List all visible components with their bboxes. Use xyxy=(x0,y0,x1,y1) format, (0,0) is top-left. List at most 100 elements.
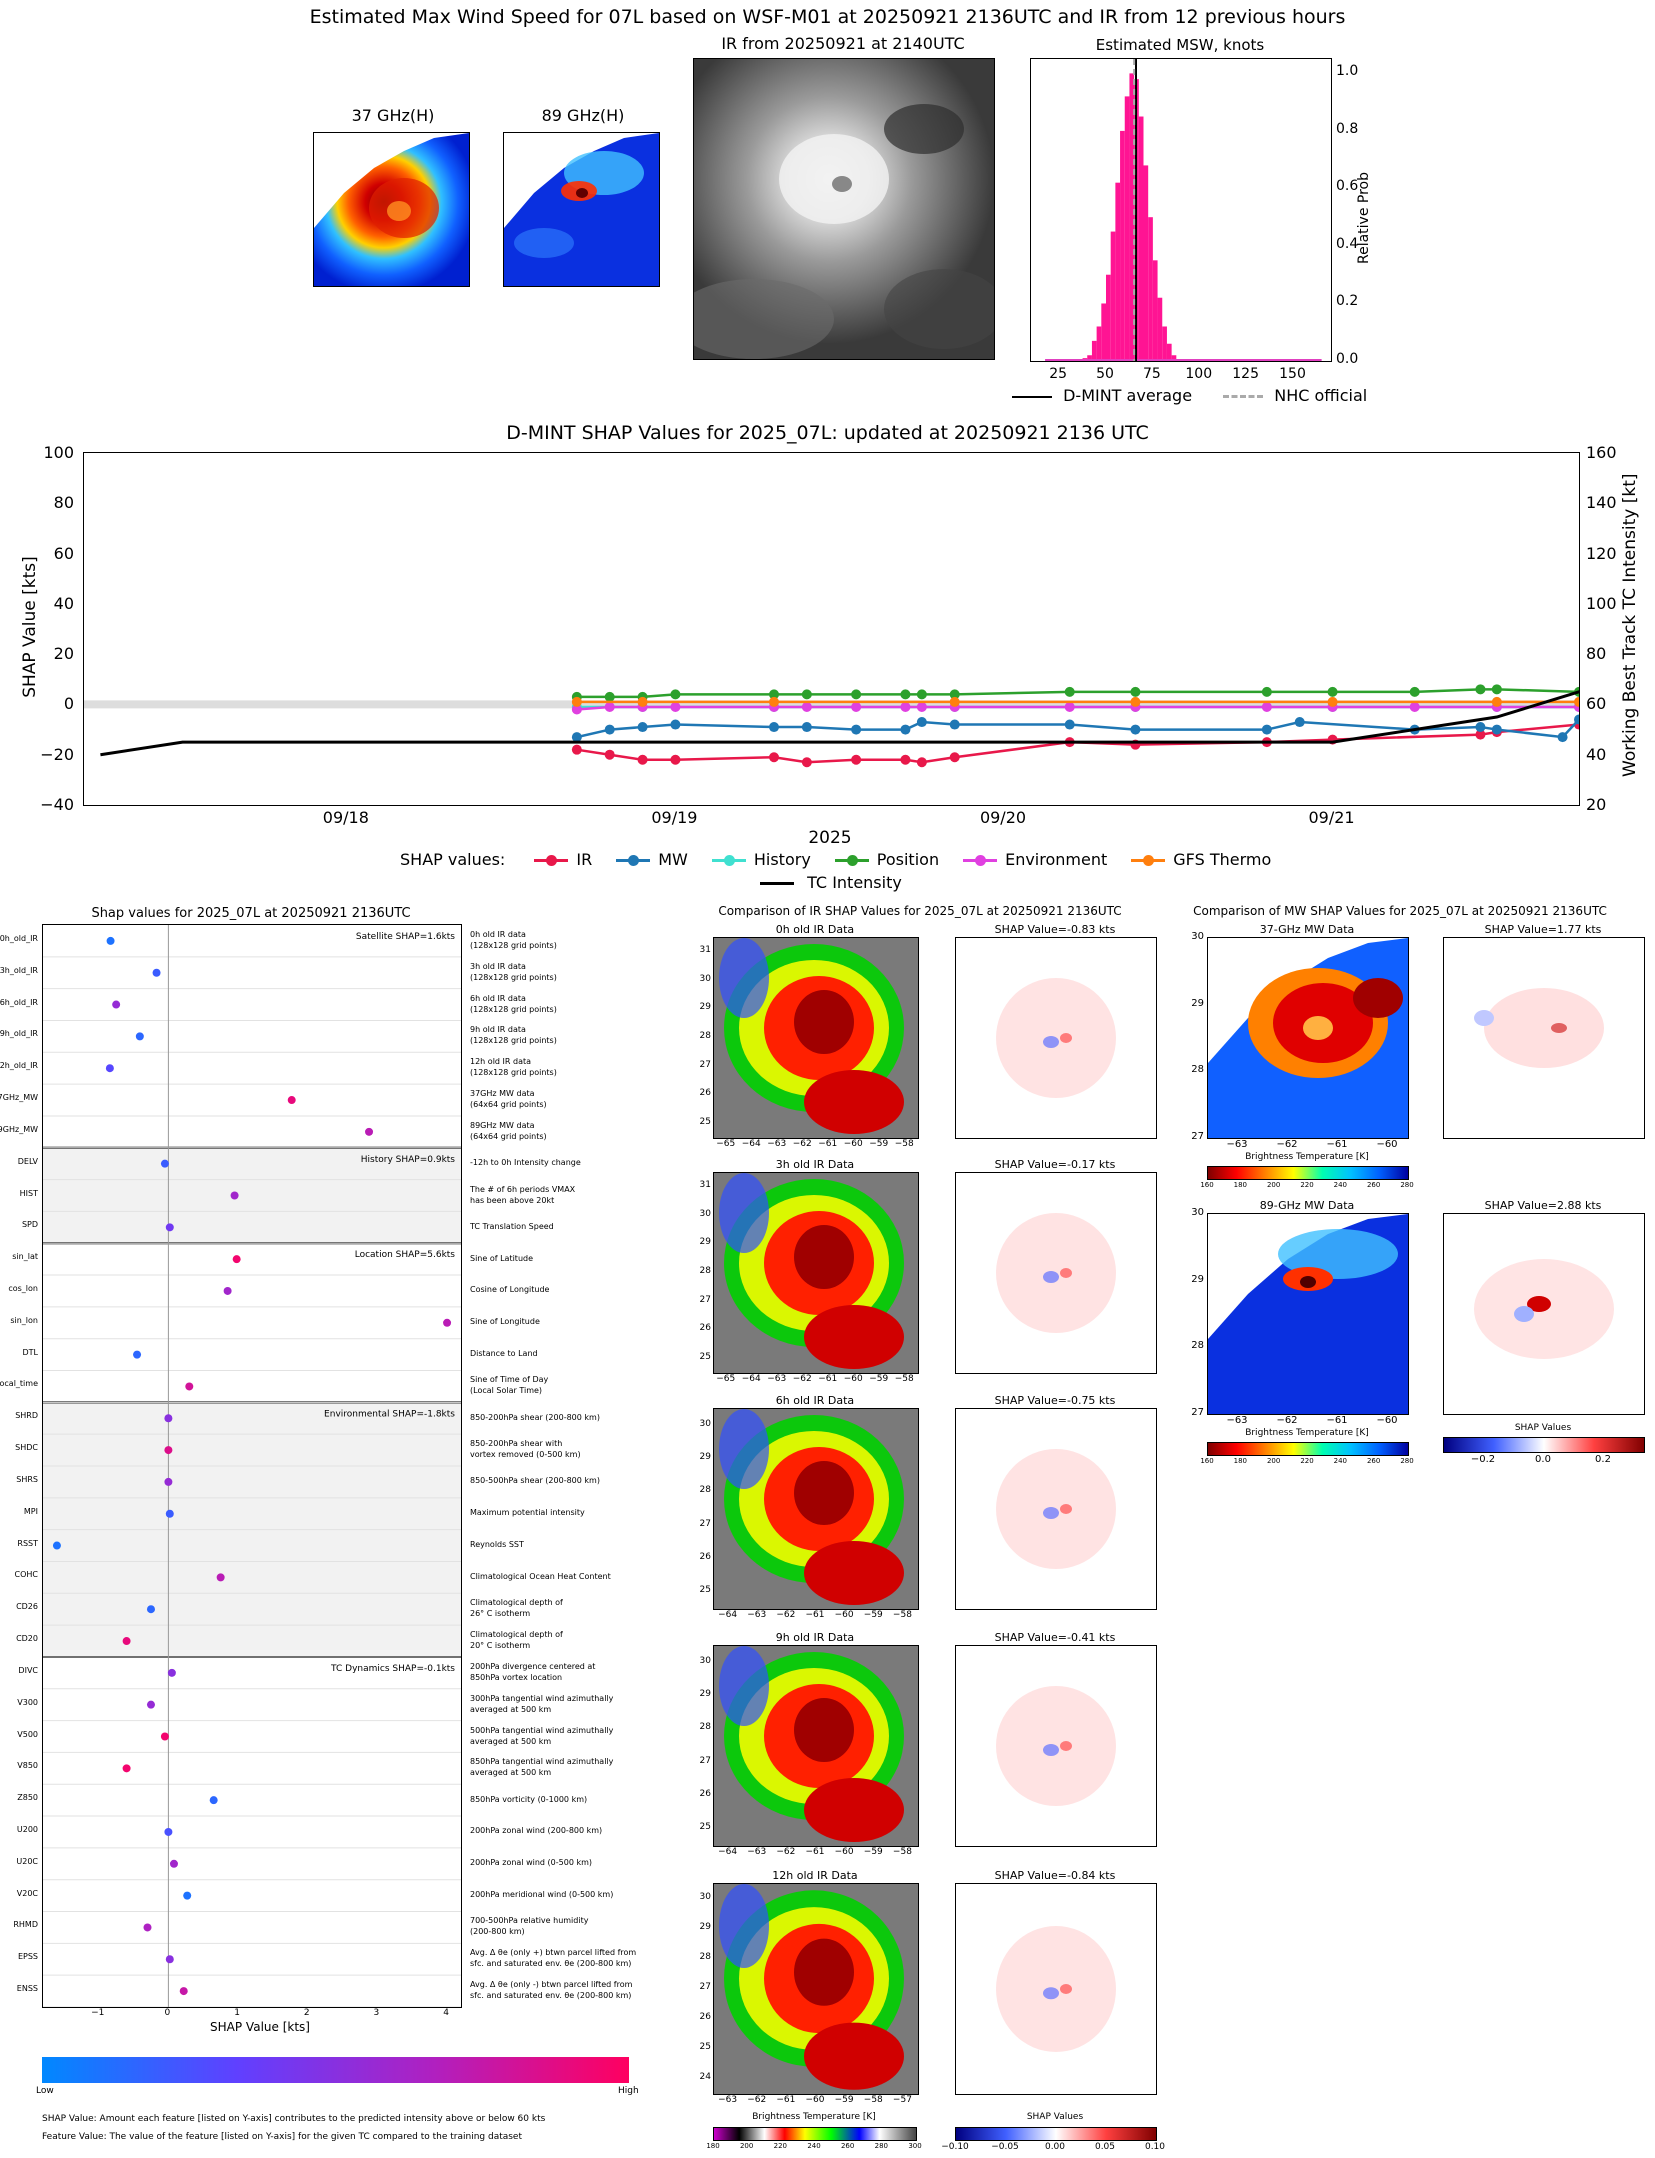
shap-point xyxy=(287,1096,296,1105)
mw-shap-label: SHAP Value=2.88 kts xyxy=(1484,1199,1602,1212)
ir-shap-colorbar xyxy=(955,2127,1157,2141)
mw-bt-colorbar-label: Brightness Temperature [K] xyxy=(1245,1428,1369,1438)
timeseries-title: D-MINT SHAP Values for 2025_07L: updated… xyxy=(506,422,1149,444)
ir-ytick-label: 31 xyxy=(699,1180,711,1191)
ts-legend-item: GFS Thermo xyxy=(1131,850,1271,869)
hist-ytick-label: 1.0 xyxy=(1336,63,1359,80)
series-point xyxy=(916,757,927,768)
ts-ytick-right: 160 140 120 100 80 60 40 20 xyxy=(1584,443,1632,814)
series-point xyxy=(1327,696,1338,707)
mw-bt-colorbar-label: Brightness Temperature [K] xyxy=(1245,1152,1369,1162)
shap-point xyxy=(160,1159,169,1168)
feature-label: SPD xyxy=(21,1220,38,1230)
ts-ytick-right-label: 160 xyxy=(1586,443,1617,462)
series-point xyxy=(900,754,911,765)
feature-label: HIST xyxy=(19,1188,38,1198)
feature-description: Distance to Land xyxy=(470,1349,538,1359)
shap-point xyxy=(106,936,115,945)
hist-ytick-label: 0.4 xyxy=(1336,235,1359,252)
shap-point xyxy=(183,1891,192,1900)
ir-shap-label: SHAP Value=-0.84 kts xyxy=(994,1869,1116,1882)
feature-description: Climatological Ocean Heat Content xyxy=(470,1571,611,1581)
series-point xyxy=(1409,701,1420,712)
ir-xtick-label: −64 xyxy=(718,1847,738,1857)
ts-legend-label: GFS Thermo xyxy=(1173,850,1272,869)
feature-label: sin_lat xyxy=(12,1252,38,1262)
shap-point xyxy=(223,1286,232,1295)
ir-ytick-label: 28 xyxy=(699,1485,711,1496)
ir-xtick-label: −59 xyxy=(834,2095,854,2105)
mw-bt-tick-label: 220 xyxy=(1300,1181,1314,1189)
feature-description: 200hPa divergence centered at 850hPa vor… xyxy=(470,1661,596,1682)
feature-label: RSST xyxy=(17,1538,38,1548)
shap-point xyxy=(112,1000,121,1009)
ir-ytick-label: 25 xyxy=(699,1822,711,1833)
hist-bar xyxy=(1087,355,1092,361)
hist-bar xyxy=(1115,182,1121,361)
legend-nhc-label: NHC official xyxy=(1274,386,1368,405)
hist-bar xyxy=(1162,326,1167,361)
hist-ytick-label: 0.0 xyxy=(1336,351,1359,367)
beeswarm-xlabel: SHAP Value [kts] xyxy=(210,2020,310,2034)
ir-ytick-label: 24 xyxy=(699,2072,711,2082)
series-point xyxy=(801,701,812,712)
hist-bar xyxy=(1166,343,1172,361)
ir-xtick-label: −62 xyxy=(792,1374,812,1384)
series-point xyxy=(604,691,615,702)
series-point xyxy=(900,689,911,700)
series-point xyxy=(1261,724,1272,735)
ir-ytick-label: 26 xyxy=(699,2012,711,2022)
ir-xtick-label: −59 xyxy=(869,1139,889,1149)
beeswarm-xtick-label: 4 xyxy=(443,2008,449,2018)
mw-ytick-label: 28 xyxy=(1191,1340,1204,1352)
ir-bt-tick-label: 280 xyxy=(874,2142,889,2150)
shap-point xyxy=(179,1987,188,1996)
hist-bar xyxy=(1148,217,1153,361)
shap-point xyxy=(122,1637,131,1646)
mw89-image xyxy=(503,132,660,287)
beeswarm-plot: Satellite SHAP=1.6kts History SHAP=0.9kts… xyxy=(43,925,461,2007)
mw-xtick-label: −60 xyxy=(1376,1139,1398,1150)
feature-label: U20C xyxy=(16,1856,38,1866)
mw-panel-label: 37-GHz MW Data xyxy=(1259,923,1355,936)
beeswarm-descriptions: 0h old IR data (128x128 grid points) 3h o… xyxy=(470,924,670,2006)
ir-ytick-label: 27 xyxy=(699,1518,711,1529)
ir-xtick-label: −60 xyxy=(834,1847,854,1857)
beeswarm-xtick-label: 2 xyxy=(303,2008,310,2018)
feature-label: ENSS xyxy=(16,1984,38,1994)
mw-shap-tick-label: −0.2 xyxy=(1470,1454,1496,1465)
hist-bar xyxy=(1091,340,1097,361)
hist-ytick-label: 0.2 xyxy=(1336,293,1359,310)
ir-data-image xyxy=(713,937,919,1139)
series-point xyxy=(670,719,681,730)
shap-point xyxy=(164,1477,173,1486)
series-point xyxy=(1574,714,1579,725)
series-point xyxy=(851,724,862,735)
feature-label: MPI xyxy=(23,1506,38,1516)
mw-ytick-label: 27 xyxy=(1191,1407,1204,1418)
feature-label: cos_lon xyxy=(8,1283,38,1293)
hist-legend: D-MINT average NHC official xyxy=(1012,386,1367,405)
hist-bar xyxy=(1129,73,1135,361)
shap-point xyxy=(164,1414,173,1423)
hist-bar xyxy=(1171,355,1177,361)
ir-shap-image xyxy=(955,937,1157,1139)
series-point xyxy=(949,752,960,763)
mw-bt-tick-label: 160 xyxy=(1200,1457,1214,1465)
series-point xyxy=(1491,696,1502,707)
ir-ytick-label: 28 xyxy=(699,1722,711,1733)
ir-bt-tick-label: 260 xyxy=(840,2142,855,2150)
hist-bar xyxy=(1101,303,1106,361)
series-point xyxy=(900,701,911,712)
ir-data-image xyxy=(713,1172,919,1374)
mw-bt-tick-label: 200 xyxy=(1266,1457,1281,1465)
series-point xyxy=(1064,701,1075,712)
mw-xtick-label: −63 xyxy=(1226,1139,1248,1150)
feature-description: 89GHz MW data (64x64 grid points) xyxy=(470,1120,547,1141)
ir-xtick-label: −61 xyxy=(818,1139,838,1149)
feature-description: 200hPa zonal wind (0-500 km) xyxy=(470,1858,592,1868)
ir-xtick-label: −61 xyxy=(805,1610,825,1620)
ir-xtick-label: −58 xyxy=(863,2095,883,2105)
hist-xtick-label: 150 xyxy=(1279,366,1306,382)
feature-description: Climatological depth of 26° C isotherm xyxy=(470,1598,563,1619)
